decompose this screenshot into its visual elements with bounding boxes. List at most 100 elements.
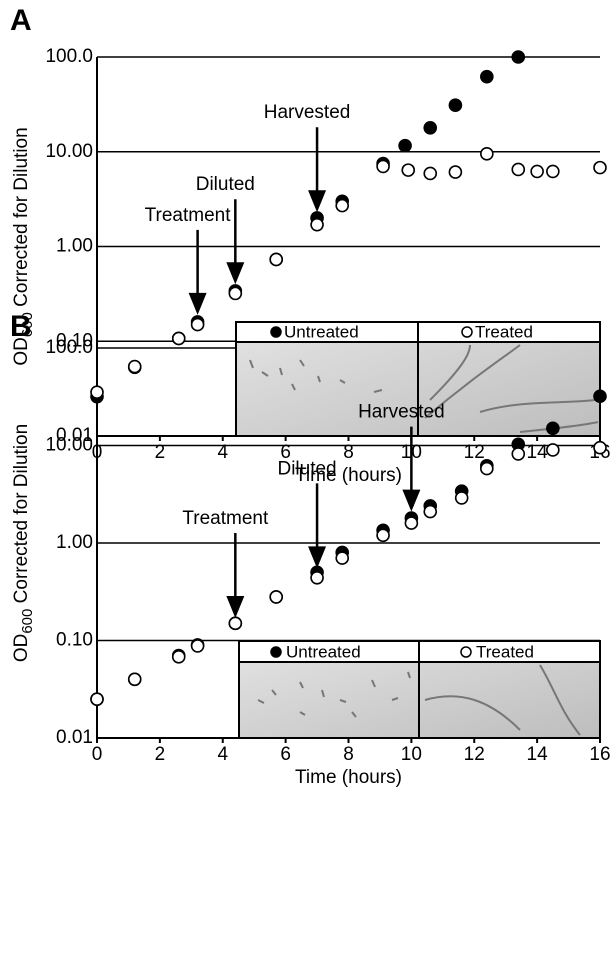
y-axis-label-part: Corrected for Dilution xyxy=(11,424,32,609)
x-tick-label: 8 xyxy=(343,442,354,463)
legend-label: Untreated xyxy=(286,642,361,661)
annotation-arrowhead xyxy=(308,546,327,569)
legend-marker xyxy=(270,326,282,338)
x-tick-label: 14 xyxy=(527,442,549,463)
data-point xyxy=(401,163,416,177)
annotation-arrowhead xyxy=(402,489,421,512)
x-tick-label: 2 xyxy=(155,744,166,765)
annotation-arrowhead xyxy=(226,262,245,285)
data-point xyxy=(90,692,104,707)
x-tick-label: 16 xyxy=(589,744,610,765)
y-axis-label-part: 600 xyxy=(19,609,36,634)
data-point xyxy=(530,164,544,179)
data-point xyxy=(90,385,104,399)
y-tick-label: 100.0 xyxy=(45,46,93,67)
x-tick-label: 4 xyxy=(217,442,228,463)
data-point xyxy=(480,69,494,84)
x-axis-label: Time (hours) xyxy=(295,767,402,788)
data-point xyxy=(127,359,142,374)
x-tick-label: 8 xyxy=(343,744,354,765)
y-axis-label-part: Corrected for Dilution xyxy=(11,127,32,312)
data-point xyxy=(335,551,350,565)
annotation-text: Harvested xyxy=(358,402,445,423)
data-point xyxy=(546,164,560,179)
data-point xyxy=(423,166,438,181)
cells xyxy=(249,344,599,433)
data-point xyxy=(480,147,494,161)
inset: Untreated Treated xyxy=(238,640,601,739)
panel-label: B xyxy=(10,310,32,343)
cells xyxy=(257,664,581,736)
y-tick-label: 0.10 xyxy=(56,630,93,651)
data-point xyxy=(546,443,560,457)
y-tick-label: 10.00 xyxy=(45,435,93,456)
legend-label: Treated xyxy=(475,322,533,341)
y-tick-label: 0.10 xyxy=(56,330,93,351)
data-point xyxy=(511,447,526,461)
y-axis-label: OD600 Corrected for Dilution xyxy=(11,424,36,662)
x-tick-label: 4 xyxy=(217,744,228,765)
legend-marker xyxy=(460,646,472,658)
panel-label: A xyxy=(10,4,32,37)
data-point xyxy=(511,162,526,177)
data-point xyxy=(310,217,324,232)
x-tick-label: 10 xyxy=(401,744,422,765)
data-point xyxy=(127,672,142,687)
data-point xyxy=(480,461,494,476)
annotation-text: Diluted xyxy=(277,458,336,479)
y-axis-label-part: OD xyxy=(11,337,32,366)
legend-marker xyxy=(461,326,473,338)
x-tick-label: 2 xyxy=(155,442,166,463)
data-point xyxy=(593,440,607,455)
legend-marker xyxy=(270,646,282,658)
annotation-arrowhead xyxy=(188,292,207,315)
data-point xyxy=(511,50,526,64)
y-tick-label: 1.00 xyxy=(56,236,93,257)
annotation-text: Harvested xyxy=(264,102,351,123)
y-tick-label: 100.0 xyxy=(45,337,93,358)
data-point xyxy=(404,516,419,530)
data-point xyxy=(376,528,390,543)
annotation-arrowhead xyxy=(226,596,245,619)
data-point xyxy=(593,160,607,175)
x-tick-label: 6 xyxy=(280,442,291,463)
y-tick-label: 0.01 xyxy=(56,425,93,446)
data-point xyxy=(423,120,438,135)
x-tick-label: 12 xyxy=(464,442,485,463)
y-tick-label: 0.01 xyxy=(56,727,93,748)
data-point xyxy=(335,198,350,213)
data-point xyxy=(376,159,390,174)
data-point xyxy=(171,331,186,346)
data-point xyxy=(546,421,560,436)
data-point xyxy=(190,639,205,653)
data-point xyxy=(228,616,243,631)
data-point xyxy=(310,570,324,585)
annotation-text: Treatment xyxy=(145,205,232,226)
legend-label: Treated xyxy=(476,642,534,661)
data-point xyxy=(190,317,205,332)
x-tick-label: 14 xyxy=(527,744,549,765)
annotation-arrowhead xyxy=(308,190,327,213)
data-point xyxy=(454,491,469,505)
data-point xyxy=(448,165,463,179)
annotation-text: Treatment xyxy=(182,508,269,529)
data-point xyxy=(228,286,243,301)
x-tick-label: 0 xyxy=(92,442,103,463)
x-tick-label: 0 xyxy=(92,744,103,765)
legend-label: Untreated xyxy=(284,322,359,341)
x-tick-label: 12 xyxy=(464,744,485,765)
data-point xyxy=(269,252,283,267)
x-tick-label: 6 xyxy=(280,744,291,765)
y-axis-label-part: OD xyxy=(11,634,32,663)
data-point xyxy=(593,389,607,404)
y-axis-label-part: 600 xyxy=(19,312,36,337)
inset: Untreated Treated xyxy=(235,321,601,437)
data-point xyxy=(448,98,463,112)
data-point xyxy=(269,590,283,604)
x-axis-label: Time (hours) xyxy=(295,465,402,486)
annotation-text: Diluted xyxy=(196,174,255,195)
y-tick-label: 1.00 xyxy=(56,532,93,553)
